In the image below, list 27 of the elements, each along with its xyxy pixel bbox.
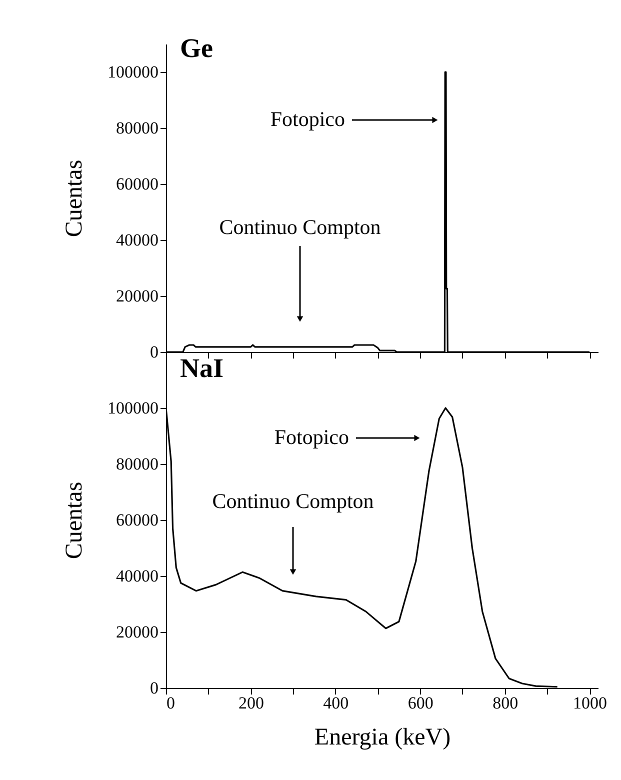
x-tick-label: 1000 <box>573 694 608 712</box>
y-tick-label: 100000 <box>108 398 158 418</box>
y-axis-title: Cuentas <box>62 160 88 238</box>
y-tick-label: 80000 <box>116 118 158 138</box>
y-tick-label: 20000 <box>116 286 158 306</box>
annotation: Fotopico <box>270 107 345 131</box>
y-tick-label: 60000 <box>116 174 158 194</box>
y-tick-label: 80000 <box>116 454 158 474</box>
annotation: Continuo Compton <box>219 215 382 239</box>
y-tick-label: 100000 <box>108 62 158 82</box>
y-tick-label: 0 <box>150 678 158 698</box>
x-tick-label: 200 <box>238 694 264 712</box>
x-tick-label: 600 <box>408 694 434 712</box>
y-tick-label: 60000 <box>116 510 158 530</box>
y-tick-label: 20000 <box>116 622 158 642</box>
chart-title: Ge <box>180 33 213 63</box>
x-tick-label: 0 <box>166 694 175 712</box>
annotation: Continuo Compton <box>212 489 374 513</box>
y-tick-label: 0 <box>150 342 158 362</box>
chart-title: NaI <box>180 353 224 383</box>
y-tick-label: 40000 <box>116 230 158 250</box>
x-tick-label: 400 <box>323 694 349 712</box>
y-axis-title: Cuentas <box>62 482 88 560</box>
annotation: Fotopico <box>274 425 349 449</box>
y-tick-label: 40000 <box>116 566 158 586</box>
x-tick-label: 800 <box>492 694 518 712</box>
x-axis-title: Energia (keV) <box>314 724 451 750</box>
